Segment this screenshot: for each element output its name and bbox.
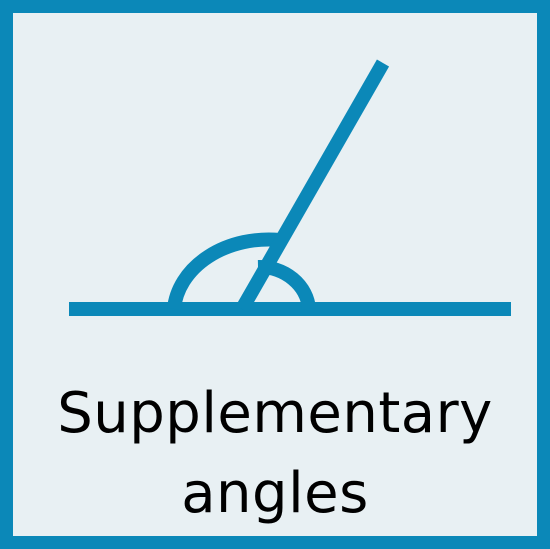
caption-line-2: angles [181, 461, 369, 526]
slanted-ray [235, 59, 390, 313]
caption-line-1: Supplementary [57, 381, 493, 446]
obtuse-angle-arc [167, 232, 281, 310]
